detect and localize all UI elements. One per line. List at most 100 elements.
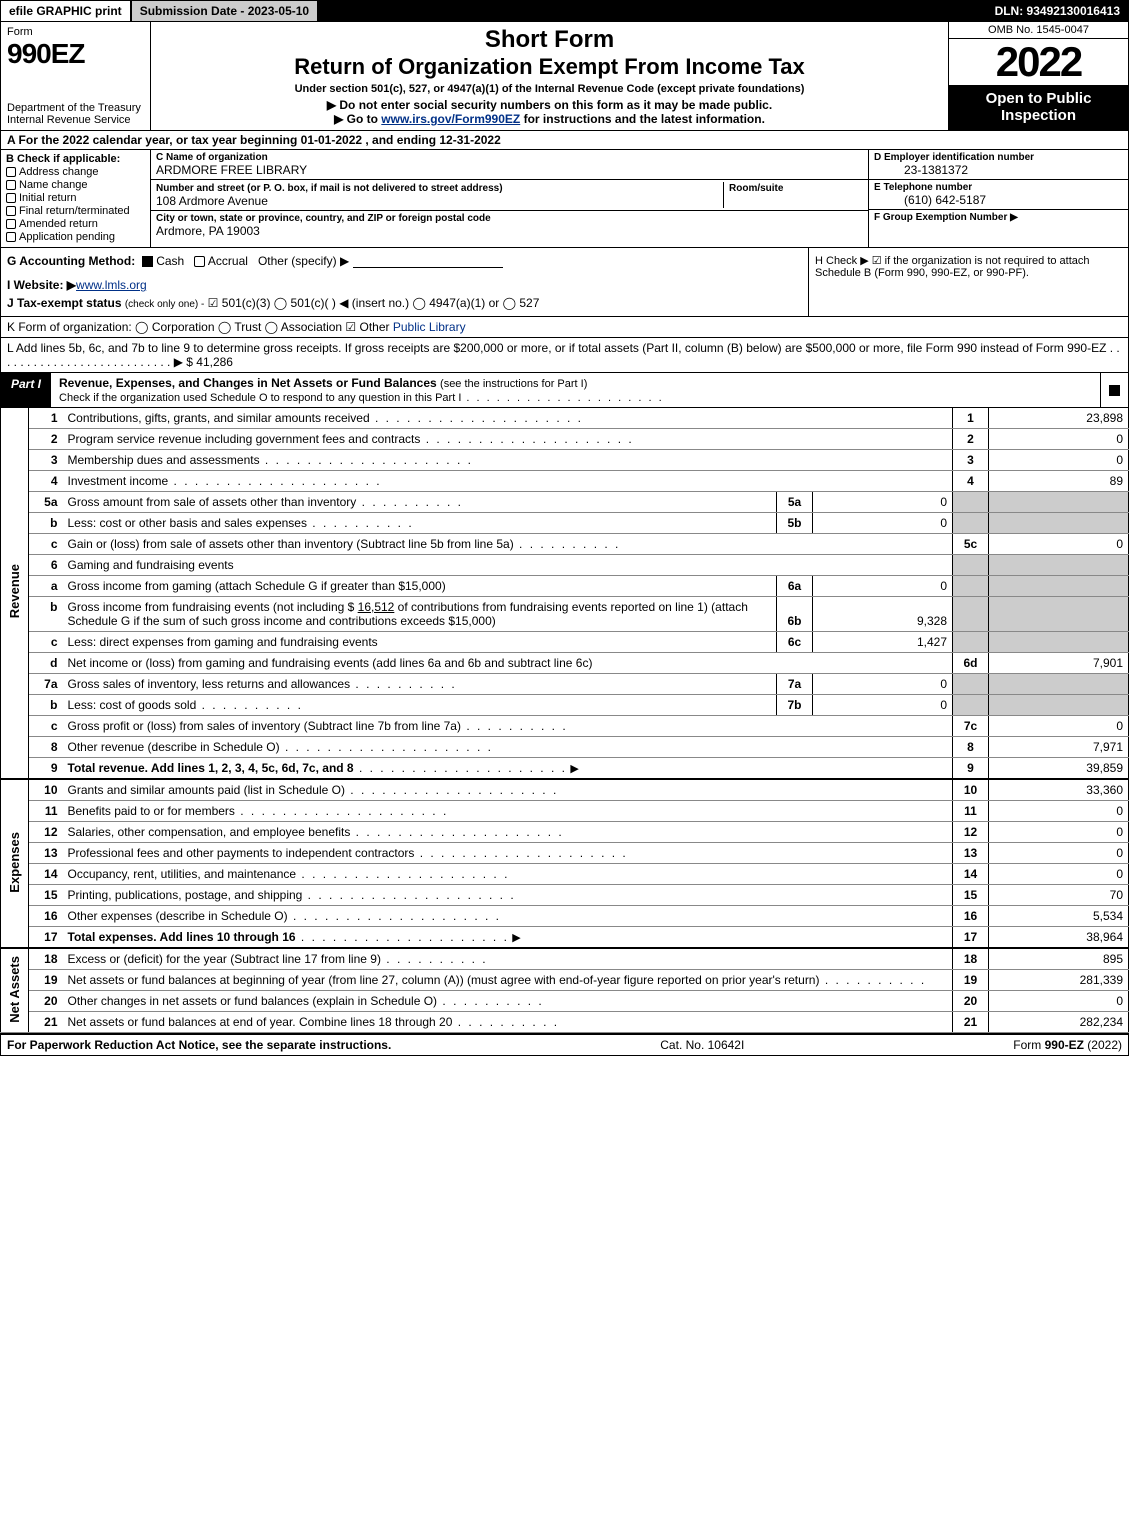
instruct-1: ▶ Do not enter social security numbers o… bbox=[327, 98, 772, 112]
row-l: L Add lines 5b, 6c, and 7b to line 9 to … bbox=[0, 338, 1129, 373]
e-phone-value: (610) 642-5187 bbox=[874, 193, 1123, 207]
part-i-checkbox[interactable] bbox=[1100, 373, 1128, 407]
amt-6d: 7,901 bbox=[989, 653, 1129, 674]
chk-final-return[interactable]: Final return/terminated bbox=[6, 205, 145, 217]
b-heading: B Check if applicable: bbox=[6, 153, 145, 165]
amt-14: 0 bbox=[989, 864, 1129, 885]
sub-5b: 0 bbox=[813, 513, 953, 534]
sub-6a: 0 bbox=[813, 576, 953, 597]
line-13: 13 Professional fees and other payments … bbox=[1, 843, 1129, 864]
line-7a: 7a Gross sales of inventory, less return… bbox=[1, 674, 1129, 695]
omb-number: OMB No. 1545-0047 bbox=[949, 22, 1128, 39]
chk-accrual-icon bbox=[194, 256, 205, 267]
amt-16: 5,534 bbox=[989, 906, 1129, 927]
instruct-2-pre: ▶ Go to bbox=[334, 112, 381, 126]
line-3: 3 Membership dues and assessments 3 0 bbox=[1, 450, 1129, 471]
g-accounting: G Accounting Method: Cash Accrual Other … bbox=[7, 254, 802, 268]
page-footer: For Paperwork Reduction Act Notice, see … bbox=[0, 1033, 1129, 1056]
amt-1: 23,898 bbox=[989, 408, 1129, 429]
sub-5a: 0 bbox=[813, 492, 953, 513]
amt-11: 0 bbox=[989, 801, 1129, 822]
line-11: 11 Benefits paid to or for members 11 0 bbox=[1, 801, 1129, 822]
amt-12: 0 bbox=[989, 822, 1129, 843]
chk-amended-return[interactable]: Amended return bbox=[6, 218, 145, 230]
part-i-table: Revenue 1 Contributions, gifts, grants, … bbox=[0, 408, 1129, 1033]
sub-7b: 0 bbox=[813, 695, 953, 716]
k-other-value: Public Library bbox=[393, 320, 466, 334]
line-5b: b Less: cost or other basis and sales ex… bbox=[1, 513, 1129, 534]
irs-link[interactable]: www.irs.gov/Form990EZ bbox=[381, 112, 520, 126]
entity-info-block: B Check if applicable: Address change Na… bbox=[0, 150, 1129, 248]
d-ein-value: 23-1381372 bbox=[874, 163, 1123, 177]
d-ein-label: D Employer identification number bbox=[874, 152, 1123, 163]
netassets-side-label: Net Assets bbox=[7, 956, 22, 1023]
amt-20: 0 bbox=[989, 991, 1129, 1012]
amt-8: 7,971 bbox=[989, 737, 1129, 758]
line-14: 14 Occupancy, rent, utilities, and maint… bbox=[1, 864, 1129, 885]
line-20: 20 Other changes in net assets or fund b… bbox=[1, 991, 1129, 1012]
line-12: 12 Salaries, other compensation, and emp… bbox=[1, 822, 1129, 843]
row-k: K Form of organization: ◯ Corporation ◯ … bbox=[0, 317, 1129, 338]
chk-address-change[interactable]: Address change bbox=[6, 166, 145, 178]
header-right: OMB No. 1545-0047 2022 Open to Public In… bbox=[948, 22, 1128, 130]
col-def: D Employer identification number 23-1381… bbox=[868, 150, 1128, 247]
return-title: Return of Organization Exempt From Incom… bbox=[294, 54, 805, 80]
line-6a: a Gross income from gaming (attach Sched… bbox=[1, 576, 1129, 597]
line-18: Net Assets 18 Excess or (deficit) for th… bbox=[1, 948, 1129, 970]
form-header: Form 990EZ Department of the Treasury In… bbox=[0, 22, 1129, 131]
website-link[interactable]: www.lmls.org bbox=[76, 278, 147, 292]
line-7c: c Gross profit or (loss) from sales of i… bbox=[1, 716, 1129, 737]
f-group-label: F Group Exemption Number ▶ bbox=[874, 212, 1123, 223]
line-7b: b Less: cost of goods sold 7b 0 bbox=[1, 695, 1129, 716]
line-16: 16 Other expenses (describe in Schedule … bbox=[1, 906, 1129, 927]
open-public-inspection: Open to Public Inspection bbox=[949, 86, 1128, 130]
part-i-header: Part I Revenue, Expenses, and Changes in… bbox=[0, 373, 1129, 408]
row-ghij: G Accounting Method: Cash Accrual Other … bbox=[0, 248, 1129, 317]
row-a-tax-year: A For the 2022 calendar year, or tax yea… bbox=[0, 131, 1129, 150]
line-2: 2 Program service revenue including gove… bbox=[1, 429, 1129, 450]
c-street-label: Number and street (or P. O. box, if mail… bbox=[156, 183, 503, 194]
subtitle: Under section 501(c), 527, or 4947(a)(1)… bbox=[295, 83, 805, 95]
ghij-left: G Accounting Method: Cash Accrual Other … bbox=[1, 248, 808, 316]
footer-cat-no: Cat. No. 10642I bbox=[660, 1038, 744, 1052]
line-6: 6 Gaming and fundraising events bbox=[1, 555, 1129, 576]
c-city-label: City or town, state or province, country… bbox=[156, 213, 863, 224]
expenses-side-label: Expenses bbox=[7, 832, 22, 893]
amt-7c: 0 bbox=[989, 716, 1129, 737]
amt-3: 0 bbox=[989, 450, 1129, 471]
sub-6b: 9,328 bbox=[813, 597, 953, 632]
room-suite-label: Room/suite bbox=[729, 183, 783, 194]
chk-application-pending[interactable]: Application pending bbox=[6, 231, 145, 243]
line-6b: b Gross income from fundraising events (… bbox=[1, 597, 1129, 632]
footer-left: For Paperwork Reduction Act Notice, see … bbox=[7, 1038, 391, 1052]
efile-print[interactable]: efile GRAPHIC print bbox=[1, 1, 132, 21]
line-10: Expenses 10 Grants and similar amounts p… bbox=[1, 779, 1129, 801]
revenue-side-label: Revenue bbox=[7, 564, 22, 618]
org-city: Ardmore, PA 19003 bbox=[156, 224, 863, 238]
short-form-title: Short Form bbox=[485, 26, 614, 54]
line-9: 9 Total revenue. Add lines 1, 2, 3, 4, 5… bbox=[1, 758, 1129, 780]
chk-name-change[interactable]: Name change bbox=[6, 179, 145, 191]
amt-10: 33,360 bbox=[989, 779, 1129, 801]
amt-19: 281,339 bbox=[989, 970, 1129, 991]
amt-13: 0 bbox=[989, 843, 1129, 864]
chk-initial-return[interactable]: Initial return bbox=[6, 192, 145, 204]
submission-date: Submission Date - 2023-05-10 bbox=[132, 1, 318, 21]
amt-15: 70 bbox=[989, 885, 1129, 906]
org-street: 108 Ardmore Avenue bbox=[156, 194, 268, 208]
col-b-checkboxes: B Check if applicable: Address change Na… bbox=[1, 150, 151, 247]
c-name-label: C Name of organization bbox=[156, 152, 863, 163]
line-4: 4 Investment income 4 89 bbox=[1, 471, 1129, 492]
line-21: 21 Net assets or fund balances at end of… bbox=[1, 1012, 1129, 1033]
line-6d: d Net income or (loss) from gaming and f… bbox=[1, 653, 1129, 674]
form-label: Form bbox=[7, 26, 144, 38]
amt-9: 39,859 bbox=[989, 758, 1129, 780]
amt-5c: 0 bbox=[989, 534, 1129, 555]
line-15: 15 Printing, publications, postage, and … bbox=[1, 885, 1129, 906]
header-center: Short Form Return of Organization Exempt… bbox=[151, 22, 948, 130]
l-amount: 41,286 bbox=[196, 355, 233, 369]
amt-4: 89 bbox=[989, 471, 1129, 492]
line-8: 8 Other revenue (describe in Schedule O)… bbox=[1, 737, 1129, 758]
col-c-org-info: C Name of organization ARDMORE FREE LIBR… bbox=[151, 150, 868, 247]
amt-18: 895 bbox=[989, 948, 1129, 970]
